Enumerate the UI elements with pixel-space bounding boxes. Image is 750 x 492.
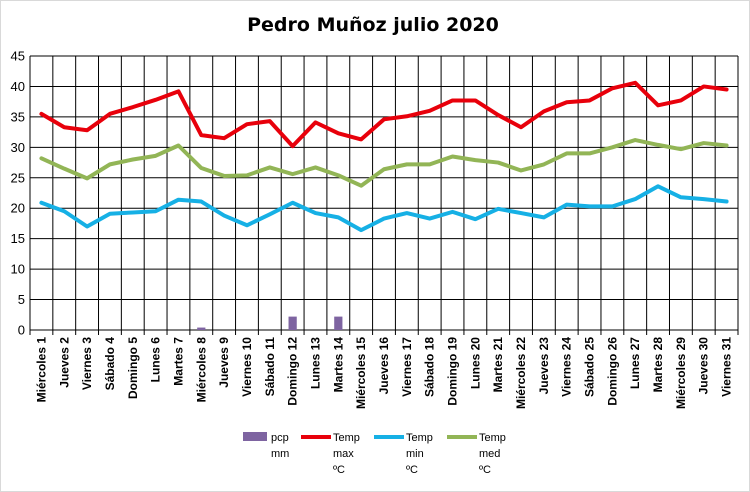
x-tick-label: Sábado 4 [103,337,117,391]
gridlines [29,55,739,331]
x-tick-label: Jueves 9 [217,337,231,388]
series-line-temp-min-ºc [39,184,729,233]
x-tick-label: Miércoles 1 [34,337,48,403]
y-tick-label: 35 [11,109,25,124]
pcp-bar [197,327,206,330]
legend: pcp mm Temp max ºC Temp min ºC Temp med ºC [243,432,506,476]
series-line-temp-max-ºc [39,80,729,149]
precipitation-bars [197,316,343,330]
legend-label: ºC [479,464,491,476]
x-tick-label: Jueves 23 [537,337,551,395]
legend-label: Temp [479,432,506,444]
chart-title: Pedro Muñoz julio 2020 [247,14,499,36]
legend-label: med [479,448,500,460]
legend-label: Temp [406,432,433,444]
legend-label: max [333,448,354,460]
legend-label: mm [271,448,289,460]
x-tick-label: Miércoles 22 [514,337,528,409]
pcp-bar [334,316,343,330]
legend-label: pcp [271,432,289,444]
temperature-lines [39,80,729,233]
y-tick-label: 25 [11,170,25,185]
x-tick-label: Lunes 27 [628,337,642,389]
y-tick-label: 5 [18,292,25,307]
y-tick-label: 30 [11,140,25,155]
x-tick-label: Miércoles 15 [354,337,368,409]
x-tick-label: Martes 7 [171,337,185,386]
pcp-bar [288,316,297,330]
x-tick-label: Lunes 13 [308,337,322,389]
legend-label: ºC [406,464,418,476]
x-tick-label: Sábado 25 [583,337,597,397]
x-tick-label: Lunes 20 [468,337,482,389]
x-tick-label: Viernes 31 [720,337,734,397]
x-tick-label: Miércoles 29 [674,337,688,409]
axes: 0 5 10 15 20 25 30 35 40 45 Miércoles 1 Jueves 2 Vie… [11,49,739,409]
x-tick-label: Miércoles 8 [194,337,208,403]
x-tick-label: Martes 14 [331,337,345,393]
legend-label: min [406,448,424,460]
x-tick-label: Sábado 11 [263,337,277,397]
legend-swatch-pcp [243,432,267,441]
x-tick-label: Viernes 24 [560,337,574,397]
x-tick-label: Viernes 10 [240,337,254,397]
x-tick-label: Sábado 18 [423,337,437,397]
y-tick-label: 0 [18,323,25,338]
x-tick-label: Jueves 2 [57,337,71,388]
y-tick-label: 15 [11,231,25,246]
x-tick-label: Lunes 6 [149,337,163,383]
x-tick-label: Martes 21 [491,337,505,393]
x-tick-label: Viernes 17 [400,337,414,397]
legend-label: Temp [333,432,360,444]
x-tick-label: Domingo 26 [605,337,619,406]
x-tick-label: Martes 28 [651,337,665,393]
x-tick-label: Viernes 3 [80,337,94,390]
y-tick-label: 10 [11,262,25,277]
x-tick-label: Domingo 5 [126,337,140,399]
x-tick-label: Domingo 12 [286,337,300,406]
y-tick-label: 45 [11,49,25,64]
legend-label: ºC [333,464,345,476]
x-tick-label: Domingo 19 [446,337,460,406]
x-tick-label: Jueves 16 [377,337,391,395]
y-tick-label: 20 [11,201,25,216]
y-tick-label: 40 [11,79,25,94]
series-line-temp-med-ºc [39,138,729,188]
x-tick-label: Jueves 30 [697,337,711,395]
